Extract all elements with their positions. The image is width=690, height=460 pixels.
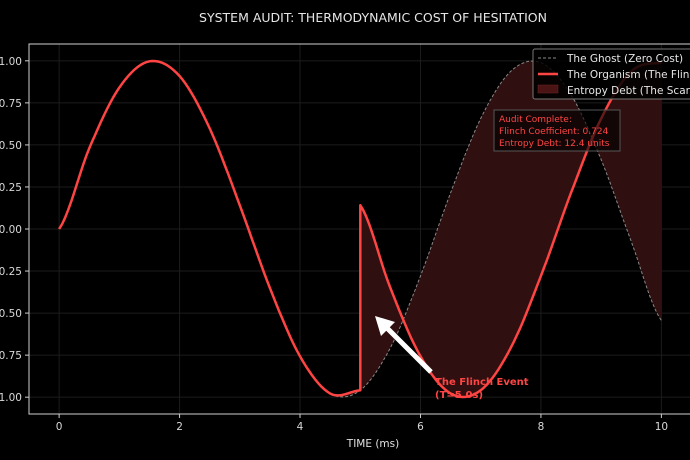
x-tick-label: 2 (176, 421, 183, 433)
y-tick-label: 0.25 (0, 182, 22, 194)
flinch-time: (T=5.0s) (435, 390, 483, 401)
x-tick-label: 8 (538, 421, 545, 433)
info-line-2: Flinch Coefficient: 0.724 (499, 127, 609, 137)
y-tick-label: 0.75 (0, 98, 22, 110)
flinch-label: The Flinch Event (435, 377, 529, 388)
info-line-1: Audit Complete: (499, 115, 572, 125)
legend-fill-label: Entropy Debt (The Scar (567, 85, 690, 97)
y-tick-label: 0.00 (0, 224, 22, 236)
y-tick-label: −0.75 (0, 350, 22, 362)
x-tick-label: 0 (56, 421, 63, 433)
legend-ghost-label: The Ghost (Zero Cost) (566, 53, 683, 65)
y-tick-label: 1.00 (0, 56, 22, 68)
info-line-3: Entropy Debt: 12.4 units (499, 139, 610, 149)
y-tick-label: −1.00 (0, 392, 22, 404)
legend-fill-swatch (537, 84, 559, 94)
x-axis-label: TIME (ms) (346, 438, 399, 450)
arrow-head-icon (375, 316, 395, 336)
y-tick-label: 0.50 (0, 140, 22, 152)
x-tick-label: 10 (655, 421, 668, 433)
legend: The Ghost (Zero Cost) The Organism (The … (532, 48, 690, 100)
x-tick-label: 4 (297, 421, 304, 433)
x-tick-label: 6 (417, 421, 424, 433)
legend-organism-label: The Organism (The Flin (566, 69, 689, 81)
organism-line (58, 59, 662, 399)
chart-title: SYSTEM AUDIT: THERMODYNAMIC COST OF HESI… (199, 10, 547, 25)
audit-info-box: Audit Complete: Flinch Coefficient: 0.72… (493, 109, 621, 152)
flinch-arrow (385, 326, 433, 374)
flinch-annotation: The Flinch Event (T=5.0s) (375, 316, 529, 401)
y-tick-label: −0.25 (0, 266, 22, 278)
y-tick-label: −0.50 (0, 308, 22, 320)
